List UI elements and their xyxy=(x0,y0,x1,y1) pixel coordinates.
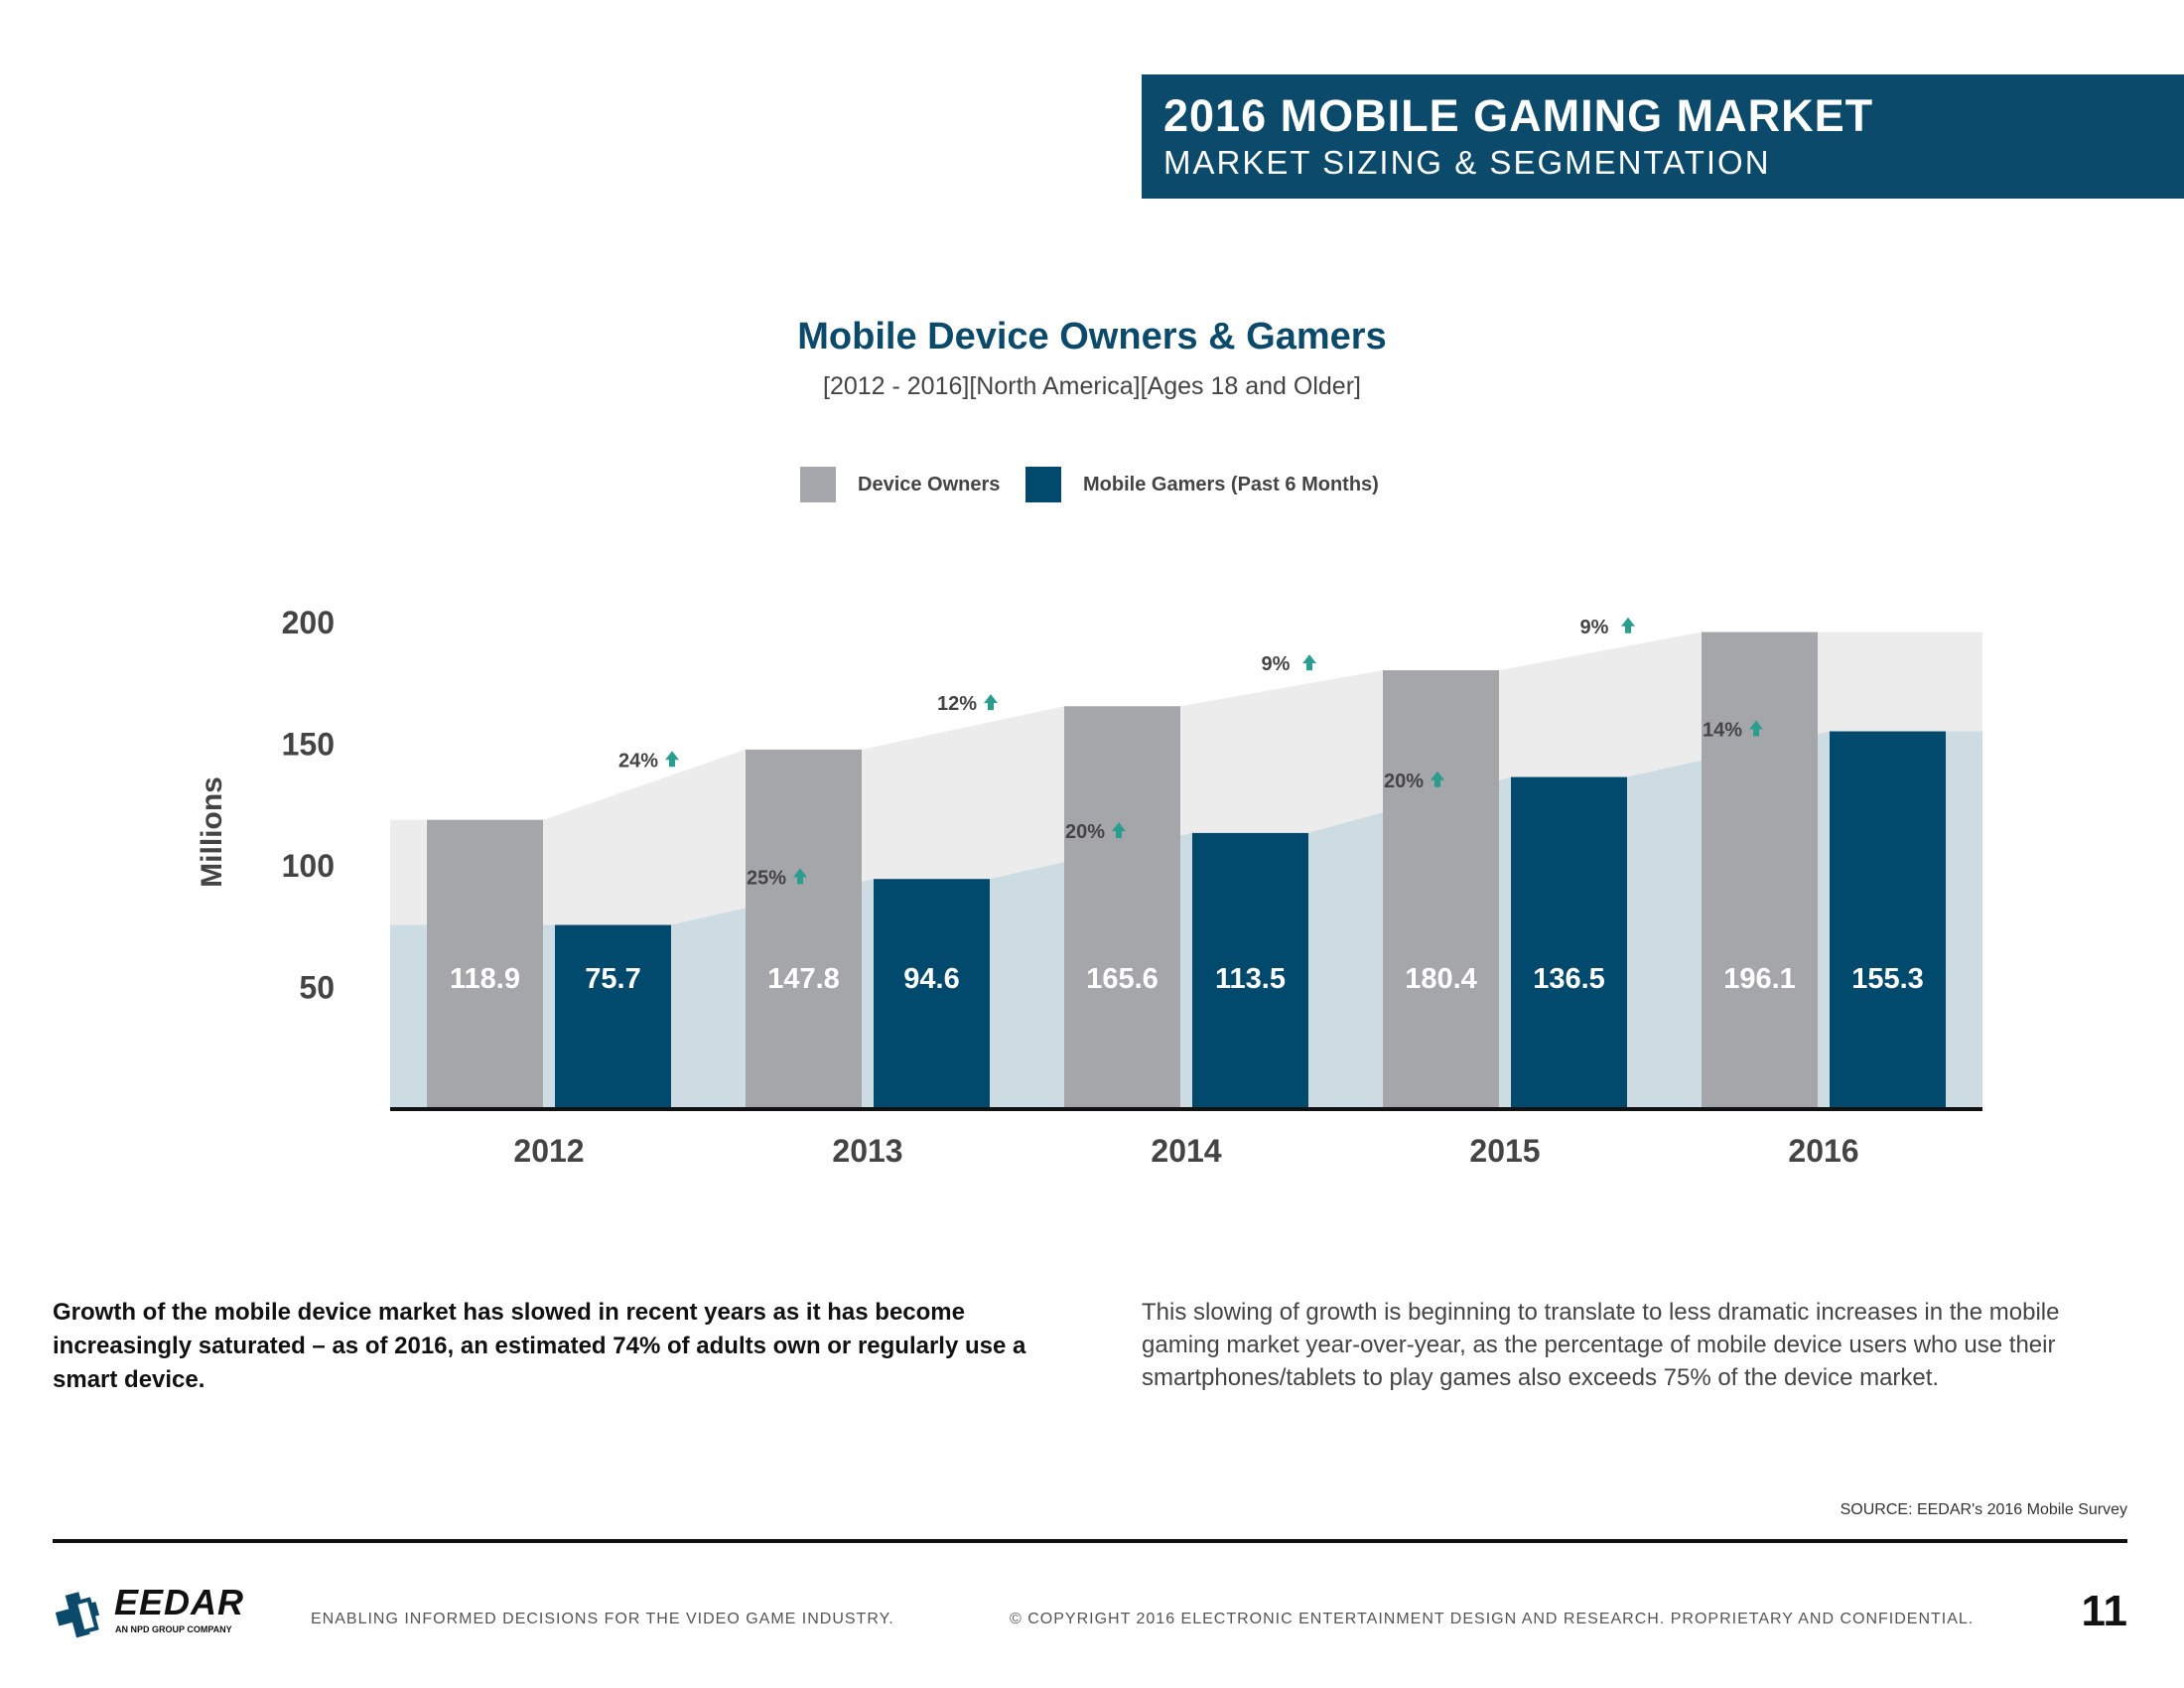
y-tick-label-50: 50 xyxy=(299,970,335,1006)
legend-swatch-mobile-gamers xyxy=(1025,467,1061,502)
data-label-device-owners-2016: 196.1 xyxy=(1723,963,1796,995)
footer-copyright: © COPYRIGHT 2016 ELECTRONIC ENTERTAINMEN… xyxy=(1010,1611,1975,1627)
legend-device-owners: Device Owners xyxy=(800,465,1000,504)
data-label-mobile-gamers-2016: 155.3 xyxy=(1851,963,1924,995)
header-banner: 2016 MOBILE GAMING MARKET MARKET SIZING … xyxy=(1142,74,2184,199)
growth-device-owners-2016-text: 9% xyxy=(1580,617,1609,638)
x-tick-label-2015: 2015 xyxy=(1469,1133,1540,1169)
data-label-device-owners-2015: 180.4 xyxy=(1405,963,1477,995)
growth-mobile-gamers-2014-text: 20% xyxy=(1065,821,1105,843)
body-text-left: Growth of the mobile device market has s… xyxy=(53,1299,1026,1393)
growth-device-owners-2016-arrow-icon xyxy=(1621,617,1635,633)
bar-mobile-gamers-2015 xyxy=(1511,776,1627,1109)
footer-divider xyxy=(53,1539,2127,1543)
y-tick-label-200: 200 xyxy=(282,605,335,640)
growth-mobile-gamers-2015-text: 20% xyxy=(1384,771,1424,792)
growth-device-owners-2014-arrow-icon xyxy=(984,694,998,711)
bar-chart: 118.9 75.7 2012 147.8 94.6 2013 165.6 113.5 2014… xyxy=(196,605,1982,1169)
header-subtitle: MARKET SIZING & SEGMENTATION xyxy=(1163,144,1771,181)
bar-mobile-gamers-2014 xyxy=(1192,832,1308,1109)
bar-mobile-gamers-2012 xyxy=(555,924,671,1109)
logo-text: EEDAR xyxy=(114,1582,245,1622)
bar-device-owners-2016 xyxy=(1702,632,1818,1109)
data-label-device-owners-2014: 165.6 xyxy=(1086,963,1159,995)
chart-title: Mobile Device Owners & Gamers xyxy=(797,316,1387,357)
footer-tagline: ENABLING INFORMED DECISIONS FOR THE VIDE… xyxy=(311,1611,894,1627)
y-tick-label-150: 150 xyxy=(282,727,335,763)
y-tick-label-100: 100 xyxy=(282,848,335,884)
data-label-device-owners-2012: 118.9 xyxy=(450,963,520,995)
data-label-mobile-gamers-2014: 113.5 xyxy=(1215,963,1286,995)
growth-mobile-gamers-2013-arrow-icon xyxy=(793,868,807,885)
logo-subtext: AN NPD GROUP COMPANY xyxy=(115,1624,232,1634)
bar-device-owners-2014 xyxy=(1064,706,1180,1109)
y-axis-label: Millions xyxy=(196,776,228,888)
growth-device-owners-2015-arrow-icon xyxy=(1302,654,1316,671)
source-note: SOURCE: EEDAR's 2016 Mobile Survey xyxy=(1840,1501,2127,1518)
legend-swatch-device-owners xyxy=(800,467,836,502)
growth-device-owners-2013-text: 24% xyxy=(618,750,658,772)
legend-mobile-gamers: Mobile Gamers (Past 6 Months) xyxy=(1025,465,1379,504)
legend-label-device-owners: Device Owners xyxy=(858,473,1001,495)
x-tick-label-2014: 2014 xyxy=(1151,1133,1221,1169)
data-label-mobile-gamers-2013: 94.6 xyxy=(903,963,959,995)
header-title: 2016 MOBILE GAMING MARKET xyxy=(1163,90,1874,141)
chart-subtitle: [2012 - 2016][North America][Ages 18 and… xyxy=(823,372,1361,400)
growth-device-owners-2014-text: 12% xyxy=(937,693,977,715)
growth-mobile-gamers-2016-text: 14% xyxy=(1703,720,1742,742)
data-label-device-owners-2013: 147.8 xyxy=(767,963,840,995)
legend-label-mobile-gamers: Mobile Gamers (Past 6 Months) xyxy=(1083,473,1379,495)
growth-device-owners-2013-arrow-icon xyxy=(665,751,679,768)
growth-device-owners-2015-text: 9% xyxy=(1262,653,1291,675)
x-tick-label-2013: 2013 xyxy=(832,1133,902,1169)
bar-device-owners-2012 xyxy=(427,819,543,1109)
x-tick-label-2012: 2012 xyxy=(513,1133,584,1169)
growth-mobile-gamers-2014-arrow-icon xyxy=(1112,822,1126,839)
body-text-right: This slowing of growth is beginning to t… xyxy=(1142,1299,2060,1391)
bar-mobile-gamers-2016 xyxy=(1830,731,1946,1109)
x-tick-label-2016: 2016 xyxy=(1788,1133,1858,1169)
bar-device-owners-2015 xyxy=(1383,670,1499,1109)
page-number: 11 xyxy=(2081,1587,2127,1635)
eedar-logo: EEDAR AN NPD GROUP COMPANY xyxy=(53,1582,261,1643)
data-label-mobile-gamers-2015: 136.5 xyxy=(1533,963,1605,995)
data-label-mobile-gamers-2012: 75.7 xyxy=(585,963,640,995)
bar-mobile-gamers-2013 xyxy=(874,879,990,1109)
eedar-logo-icon xyxy=(55,1592,100,1638)
growth-mobile-gamers-2015-arrow-icon xyxy=(1431,771,1444,787)
bar-device-owners-2013 xyxy=(746,749,862,1109)
growth-mobile-gamers-2016-arrow-icon xyxy=(1749,720,1763,737)
growth-mobile-gamers-2013-text: 25% xyxy=(747,867,786,889)
